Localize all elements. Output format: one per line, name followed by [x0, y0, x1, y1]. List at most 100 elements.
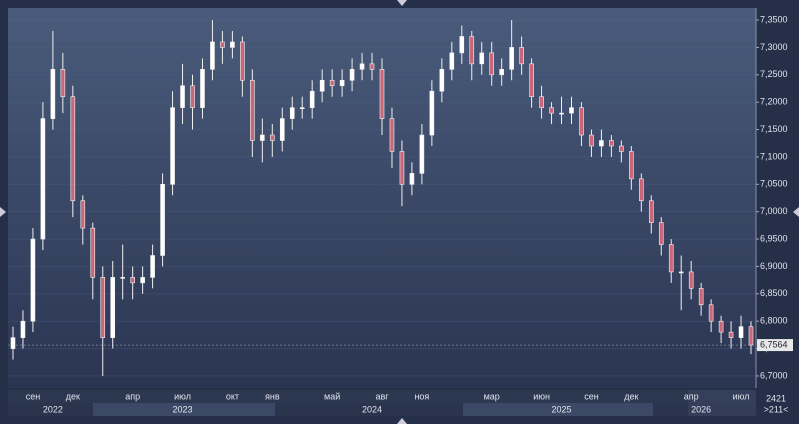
candle-body: [190, 85, 195, 108]
candle-body: [658, 222, 664, 245]
y-tick-label: 7,3000: [760, 42, 788, 52]
candle-body: [289, 107, 295, 119]
candle-body: [439, 69, 445, 92]
candle-body: [399, 151, 405, 185]
candle-body: [629, 151, 634, 180]
y-tick-label: 7,2000: [760, 97, 788, 107]
candle-body: [40, 118, 46, 240]
candle-body: [240, 41, 245, 81]
y-tick-label: 7,1000: [760, 151, 788, 161]
candle-body: [678, 271, 684, 274]
candle-body: [499, 69, 504, 76]
candle-body: [130, 277, 135, 284]
year-band: [463, 403, 653, 416]
candle-body: [180, 85, 185, 108]
candle-body: [110, 277, 116, 338]
candle-body: [539, 96, 544, 108]
candle-body: [20, 320, 26, 338]
period-label: 2024: [362, 404, 382, 414]
y-tick-label: 7,1500: [760, 124, 788, 134]
candle-body: [459, 36, 465, 54]
candle-body: [609, 140, 614, 147]
candle-body: [339, 79, 345, 87]
period-label: 2023: [173, 404, 193, 414]
candle-body: [359, 63, 365, 70]
candle-body: [698, 288, 704, 306]
x-tick-label: июл: [733, 391, 750, 401]
candle-body: [379, 69, 385, 119]
candle-body: [619, 145, 624, 152]
candle-body: [419, 134, 425, 174]
marker: [0, 207, 6, 217]
y-tick-label: 7,2500: [760, 69, 788, 79]
y-tick-label: 6,7000: [760, 370, 788, 380]
x-tick-label: май: [324, 391, 340, 401]
x-tick-label: сен: [26, 391, 41, 401]
candle-body: [100, 277, 106, 338]
y-tick-label: 6,9000: [760, 261, 788, 271]
period-label: 2026: [691, 404, 711, 414]
x-tick-label: янв: [265, 391, 280, 401]
x-tick-label: ноя: [414, 391, 429, 401]
candle-body: [639, 178, 644, 202]
candle-body: [688, 271, 694, 289]
candle-body: [30, 238, 36, 322]
candle-body: [269, 134, 275, 141]
candle-body: [718, 320, 724, 333]
period-label: 2025: [552, 404, 572, 414]
x-tick-label: окт: [226, 391, 239, 401]
candle-body: [549, 107, 554, 114]
candle-body: [579, 107, 584, 136]
candle-body: [389, 118, 395, 152]
candle-body: [738, 326, 744, 338]
candle-body: [250, 79, 255, 141]
y-tick-label: 6,8000: [760, 316, 788, 326]
candle-body: [409, 173, 415, 185]
future-band: [688, 390, 756, 416]
candle-body: [559, 112, 564, 115]
x-tick-label: авг: [375, 391, 389, 401]
corner-text: 2421: [766, 393, 786, 403]
y-tick-label: 7,3500: [760, 14, 788, 24]
x-tick-label: дек: [624, 391, 638, 401]
candle-body: [519, 47, 524, 65]
candle-body: [668, 244, 674, 273]
year-band: [93, 403, 275, 416]
x-tick-label: дек: [66, 391, 80, 401]
candle-body: [569, 107, 574, 114]
x-tick-label: апр: [125, 391, 140, 401]
candle-body: [140, 277, 145, 284]
candle-body: [329, 79, 335, 87]
x-tick-label: апр: [684, 391, 699, 401]
candle-body: [80, 200, 86, 229]
candle-body: [299, 107, 305, 109]
candle-body: [319, 79, 325, 92]
candle-body: [260, 134, 265, 141]
last-price-label: 6,7564: [760, 339, 788, 349]
candle-body: [529, 63, 534, 98]
y-tick-label: 6,8500: [760, 288, 788, 298]
candle-body: [160, 184, 165, 256]
candle-body: [429, 90, 435, 136]
candle-body: [469, 36, 475, 65]
y-tick-label: 7,0000: [760, 206, 788, 216]
candle-body: [509, 47, 514, 70]
x-tick-label: сен: [584, 391, 599, 401]
candle-body: [10, 337, 16, 349]
corner-text: >211<: [764, 404, 789, 414]
candle-body: [170, 107, 175, 185]
candle-body: [599, 140, 604, 147]
last-price-box: [757, 339, 793, 352]
candle-body: [150, 255, 155, 278]
candle-body: [230, 41, 235, 48]
candle-body: [479, 52, 485, 65]
candle-body: [708, 304, 714, 322]
candle-body: [369, 63, 375, 70]
candle-body: [120, 277, 125, 279]
candle-body: [309, 90, 315, 108]
marker: [397, 418, 407, 424]
y-tick-label: 7,0500: [760, 179, 788, 189]
y-tick-label: 6,9500: [760, 233, 788, 243]
